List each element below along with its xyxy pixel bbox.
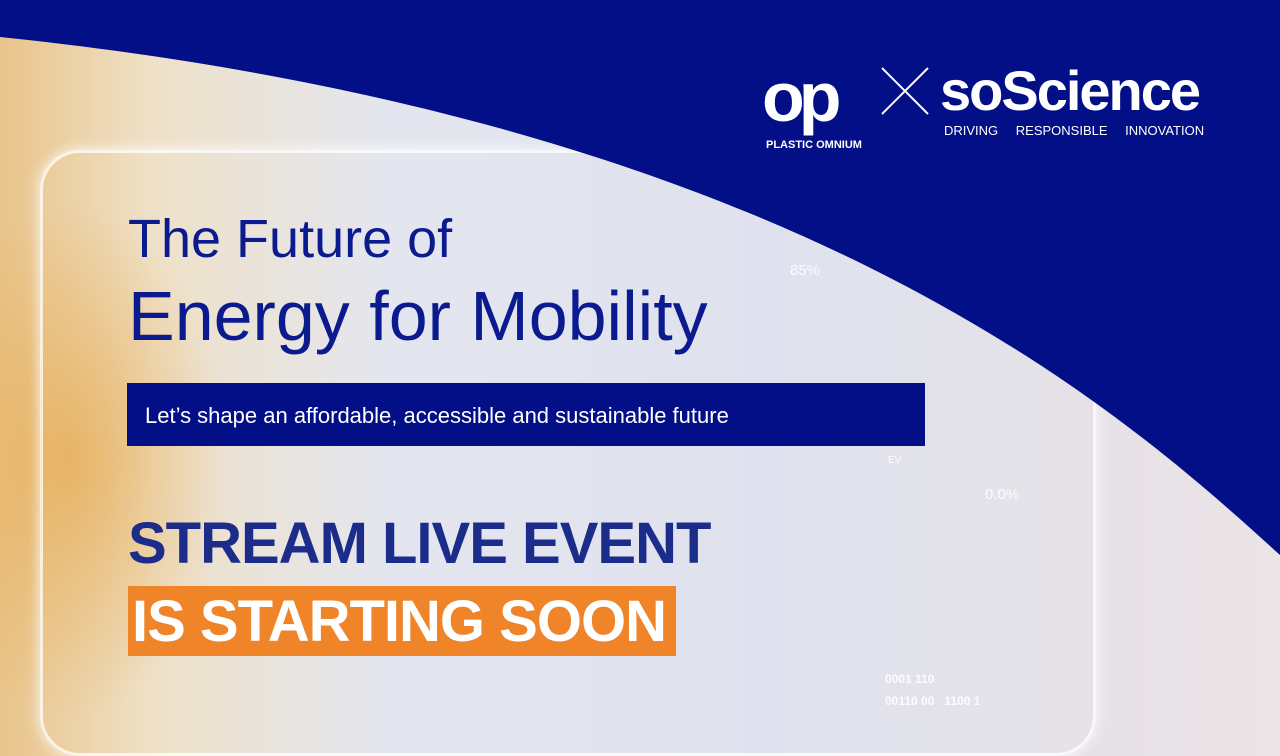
gauge-percent: 85% — [790, 262, 821, 279]
plastic-omnium-name: PLASTIC OMNIUM — [766, 139, 862, 151]
cta-line-1: STREAM LIVE EVENT — [128, 511, 711, 576]
subtitle-band: Let’s shape an affordable, accessible an… — [127, 383, 925, 446]
binary-line-1: 0001 110 — [885, 672, 935, 686]
subtitle: Let’s shape an affordable, accessible an… — [145, 403, 729, 428]
battery-percent: 0.0% — [985, 486, 1020, 503]
collaboration-x-icon — [881, 67, 929, 115]
binary-line-2: 00110 00 1100 1 — [885, 694, 981, 708]
cta-line-2: IS STARTING SOON — [132, 589, 667, 654]
blue-curve-shape — [0, 0, 1280, 555]
ev-label: EV — [888, 455, 902, 466]
soscience-logo: soScience — [940, 59, 1201, 122]
headline-line-1: The Future of — [128, 209, 453, 269]
headline-line-2: Energy for Mobility — [128, 277, 708, 355]
cta-line-2-box: IS STARTING SOON — [128, 586, 676, 656]
plastic-omnium-logo: op — [762, 58, 841, 136]
soscience-tagline: DRIVING RESPONSIBLE INNOVATION — [944, 123, 1205, 138]
